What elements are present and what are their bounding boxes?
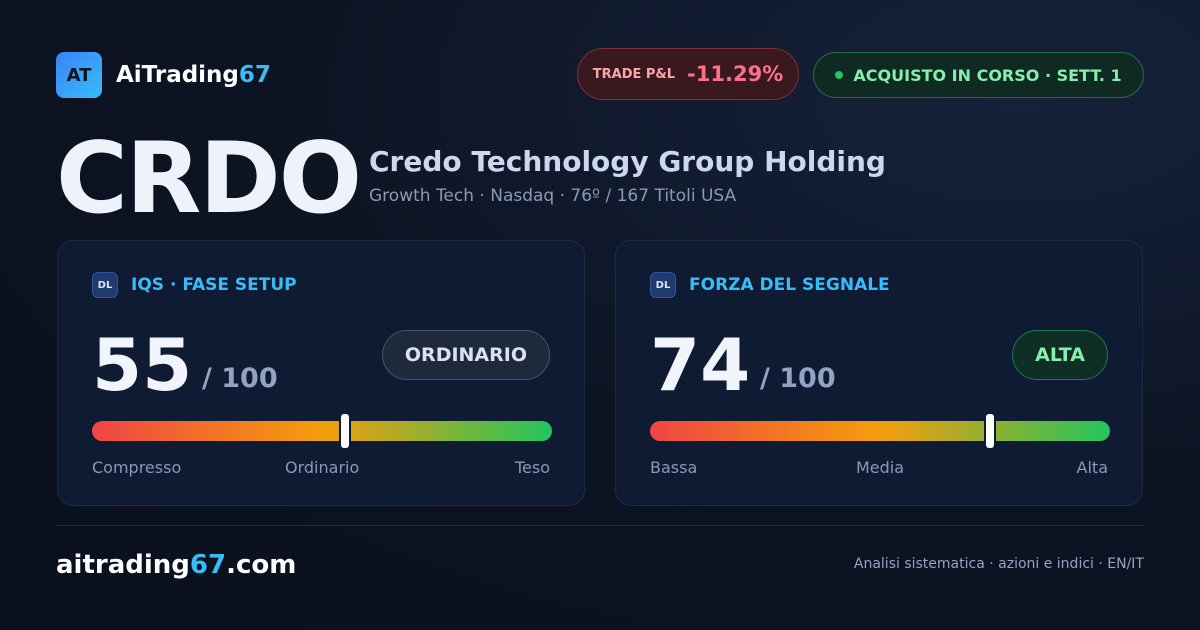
status-text: ACQUISTO IN CORSO · SETT. 1 (853, 65, 1122, 85)
card-pill: ORDINARIO (381, 330, 550, 380)
score-card: DL FORZA DEL SEGNALE 74 / 100 ALTA Bassa Media… (615, 240, 1143, 506)
card-title: FORZA DEL SEGNALE (689, 275, 890, 295)
gauge-label: Alta (1076, 458, 1108, 477)
brand-accent: 67 (238, 62, 271, 88)
domain-name: aitrading (56, 550, 190, 580)
pnl-value: -11.29% (687, 62, 784, 86)
score-max: / 100 (202, 363, 278, 394)
ticker-symbol: CRDO (56, 122, 362, 236)
status-pill: ACQUISTO IN CORSO · SETT. 1 (813, 52, 1144, 98)
domain-tld: .com (226, 550, 297, 580)
score-value: 55 (92, 323, 193, 407)
gauge-bar (650, 421, 1110, 441)
card-title: IQS · FASE SETUP (131, 275, 297, 295)
gauge-label: Teso (514, 458, 550, 477)
company-subtitle: Growth Tech · Nasdaq · 76º / 167 Titoli … (369, 186, 737, 206)
gauge-bar (92, 421, 552, 441)
card-badge: DL (92, 272, 118, 298)
gauge-label: Media (856, 458, 905, 477)
pnl-pill: TRADE P&L -11.29% (577, 48, 799, 100)
gauge-label: Bassa (650, 458, 698, 477)
company-name: Credo Technology Group Holding (369, 145, 886, 178)
status-dot (835, 71, 844, 79)
score-card: DL IQS · FASE SETUP 55 / 100 ORDINARIO Compre… (57, 240, 585, 506)
domain-accent: 67 (189, 550, 227, 580)
card-badge: DL (650, 272, 676, 298)
pnl-label: TRADE P&L (592, 66, 676, 82)
footer-domain: aitrading67.com (56, 550, 296, 580)
brand-name: AiTrading (116, 62, 239, 88)
footer-note: Analisi sistematica · azioni e indici · … (853, 556, 1144, 572)
score-value: 74 (650, 323, 751, 407)
gauge-marker (986, 414, 995, 448)
logo: AT (56, 52, 102, 98)
gauge-label: Compresso (92, 458, 182, 477)
brand: AiTrading67 (116, 62, 271, 88)
score-max: / 100 (760, 363, 836, 394)
gauge-marker (341, 414, 349, 448)
card-pill: ALTA (1012, 330, 1108, 380)
divider (56, 525, 1144, 526)
gauge-label: Ordinario (285, 458, 360, 477)
